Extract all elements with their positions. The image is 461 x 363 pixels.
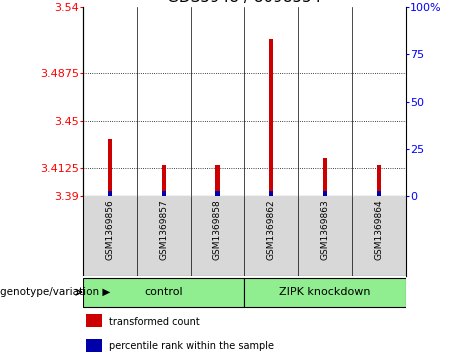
Text: GSM1369857: GSM1369857 [159, 199, 168, 260]
Text: GSM1369856: GSM1369856 [106, 199, 114, 260]
Bar [377, 164, 381, 196]
Bar [108, 139, 112, 196]
Bar [269, 39, 273, 196]
Bar [86, 339, 102, 352]
Bar [215, 191, 219, 196]
Bar [323, 158, 327, 196]
Text: GSM1369858: GSM1369858 [213, 199, 222, 260]
Bar [323, 191, 327, 196]
Bar [215, 164, 219, 196]
Bar [244, 277, 406, 307]
Bar [161, 191, 166, 196]
Text: GSM1369864: GSM1369864 [374, 199, 383, 260]
Bar [83, 277, 244, 307]
Bar [377, 191, 381, 196]
Text: GSM1369863: GSM1369863 [320, 199, 330, 260]
Title: GDS5948 / 8098554: GDS5948 / 8098554 [167, 0, 321, 5]
Text: ZIPK knockdown: ZIPK knockdown [279, 287, 371, 297]
Bar [86, 314, 102, 327]
Text: control: control [144, 287, 183, 297]
Bar [161, 164, 166, 196]
Text: GSM1369862: GSM1369862 [267, 199, 276, 260]
Text: genotype/variation ▶: genotype/variation ▶ [0, 287, 110, 297]
Bar [269, 191, 273, 196]
Text: transformed count: transformed count [109, 317, 200, 327]
Text: percentile rank within the sample: percentile rank within the sample [109, 341, 274, 351]
Bar [108, 191, 112, 196]
